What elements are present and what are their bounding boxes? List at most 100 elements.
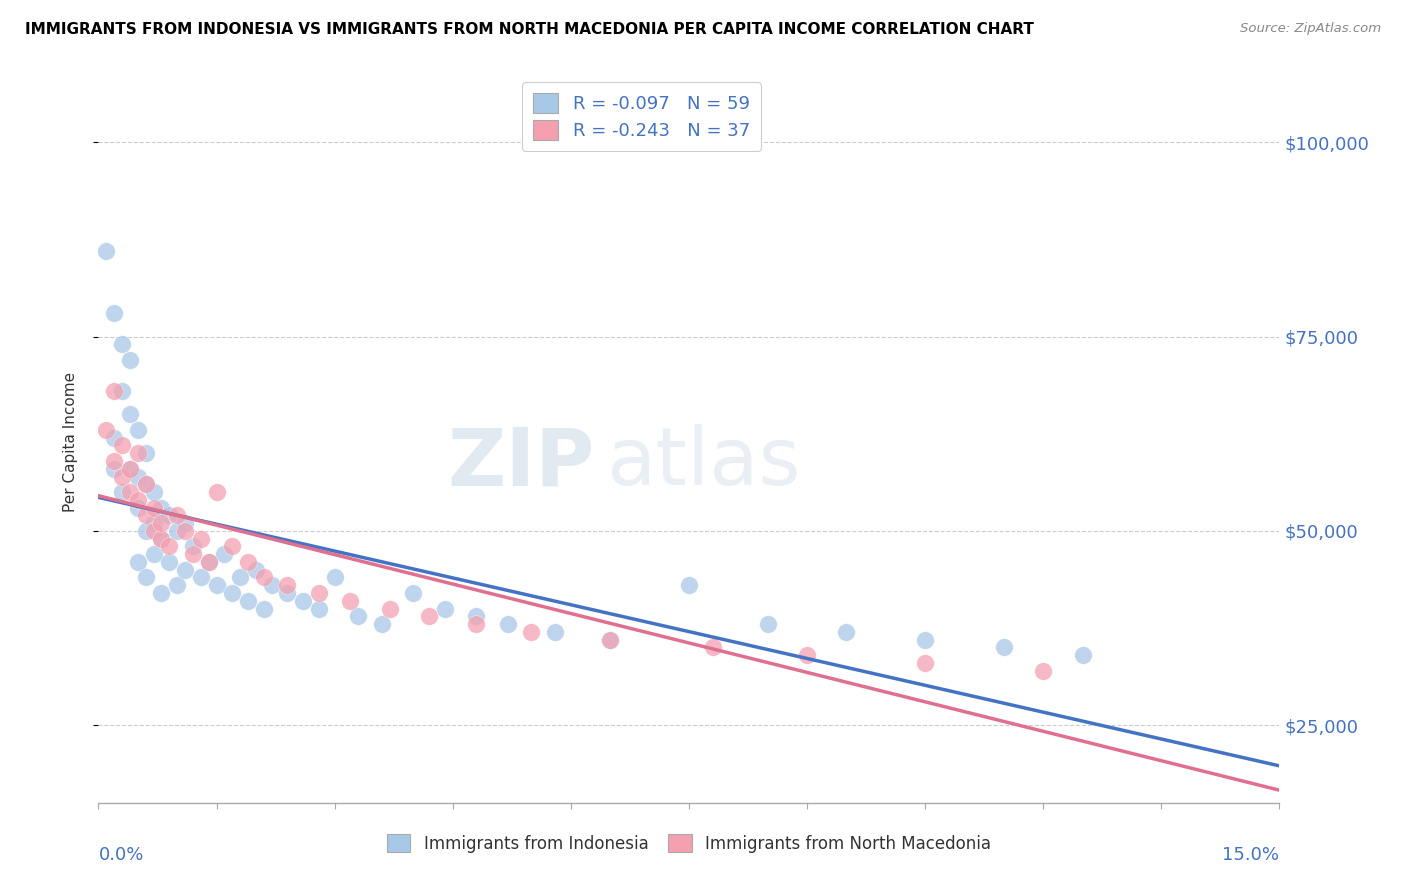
Point [465,609,488,624]
Point [197,555,219,569]
Point [914,656,936,670]
Point [599,632,621,647]
Point [118,353,141,368]
Point [181,547,204,561]
Point [292,594,315,608]
Point [96,244,118,259]
Point [150,500,173,515]
Point [142,516,165,530]
Point [796,648,818,663]
Point [127,500,149,515]
Text: Source: ZipAtlas.com: Source: ZipAtlas.com [1240,22,1381,36]
Text: 0.0%: 0.0% [98,846,143,863]
Point [157,540,180,554]
Point [1032,664,1054,678]
Point [347,609,370,624]
Point [142,485,165,500]
Point [253,570,276,584]
Point [205,578,228,592]
Point [111,337,134,351]
Point [174,524,197,538]
Point [166,524,188,538]
Point [835,624,858,639]
Point [103,306,125,320]
Point [914,632,936,647]
Point [118,461,141,475]
Text: 15.0%: 15.0% [1222,846,1279,863]
Point [276,586,298,600]
Point [150,516,173,530]
Point [127,446,149,460]
Point [544,624,567,639]
Point [276,578,298,592]
Point [135,508,157,523]
Point [402,586,425,600]
Point [96,423,118,437]
Point [135,477,157,491]
Point [111,469,134,483]
Point [103,454,125,468]
Point [174,563,197,577]
Point [308,601,330,615]
Point [150,532,173,546]
Point [135,477,157,491]
Point [135,524,157,538]
Point [127,423,149,437]
Point [418,609,440,624]
Point [118,461,141,475]
Legend: Immigrants from Indonesia, Immigrants from North Macedonia: Immigrants from Indonesia, Immigrants fr… [380,828,998,860]
Point [111,384,134,398]
Point [253,601,276,615]
Point [142,500,165,515]
Point [103,461,125,475]
Point [236,555,259,569]
Point [308,586,330,600]
Point [103,384,125,398]
Point [465,617,488,632]
Point [678,578,700,592]
Point [118,485,141,500]
Point [118,408,141,422]
Point [166,508,188,523]
Point [127,469,149,483]
Point [520,624,543,639]
Point [433,601,456,615]
Point [339,594,361,608]
Text: IMMIGRANTS FROM INDONESIA VS IMMIGRANTS FROM NORTH MACEDONIA PER CAPITA INCOME C: IMMIGRANTS FROM INDONESIA VS IMMIGRANTS … [25,22,1035,37]
Point [221,586,243,600]
Point [599,632,621,647]
Point [260,578,283,592]
Point [111,438,134,452]
Point [756,617,779,632]
Point [229,570,252,584]
Point [135,570,157,584]
Point [174,516,197,530]
Point [190,570,212,584]
Point [221,540,243,554]
Point [142,524,165,538]
Point [197,555,219,569]
Point [135,446,157,460]
Point [1071,648,1094,663]
Point [323,570,346,584]
Point [496,617,519,632]
Point [157,508,180,523]
Point [127,492,149,507]
Text: atlas: atlas [606,425,800,502]
Point [166,578,188,592]
Point [181,540,204,554]
Point [371,617,394,632]
Point [127,555,149,569]
Point [993,640,1015,655]
Point [111,485,134,500]
Point [236,594,259,608]
Point [103,431,125,445]
Point [702,640,724,655]
Text: ZIP: ZIP [447,425,595,502]
Point [214,547,236,561]
Point [157,555,180,569]
Point [150,532,173,546]
Point [205,485,228,500]
Point [245,563,267,577]
Y-axis label: Per Capita Income: Per Capita Income [63,371,77,512]
